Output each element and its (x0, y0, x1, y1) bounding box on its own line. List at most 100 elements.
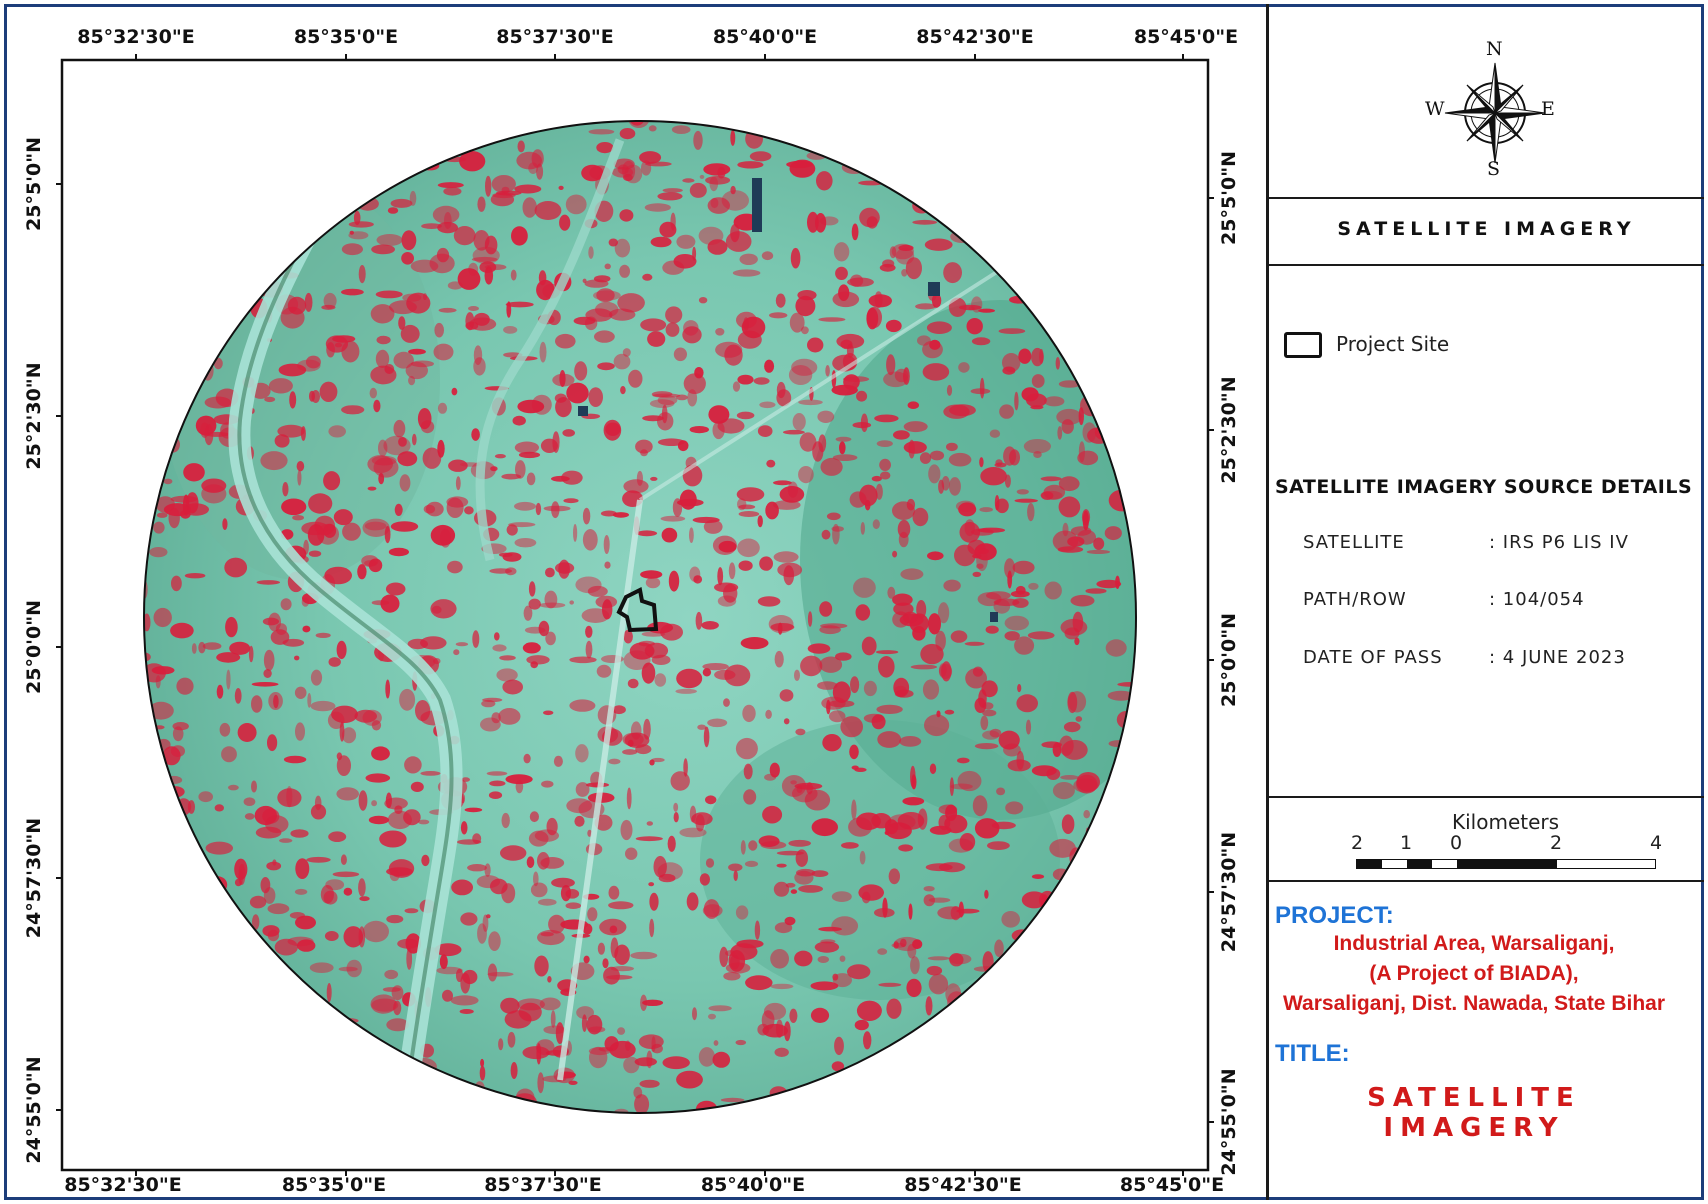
vegetation-patch (581, 1014, 588, 1032)
vegetation-patch (938, 804, 958, 815)
vegetation-patch (728, 562, 736, 580)
vegetation-patch (386, 1018, 410, 1032)
vegetation-patch (985, 625, 999, 634)
vegetation-patch (533, 871, 539, 887)
vegetation-patch (620, 819, 633, 841)
vegetation-patch (708, 405, 730, 424)
vegetation-patch (484, 266, 494, 285)
vegetation-patch (957, 770, 982, 792)
vegetation-patch (1104, 526, 1122, 541)
vegetation-patch (1031, 347, 1044, 367)
vegetation-patch (703, 519, 723, 534)
vegetation-patch (866, 306, 882, 329)
top-tick-label: 85°37'30"E (496, 26, 614, 48)
vegetation-patches (144, 121, 1136, 1113)
vegetation-patch (703, 163, 731, 176)
vegetation-patch (292, 515, 304, 521)
vegetation-patch (851, 799, 857, 820)
vegetation-patch (692, 246, 697, 261)
vegetation-patch (820, 457, 843, 476)
vegetation-patch (397, 451, 418, 467)
vegetation-patch (459, 1009, 474, 1014)
vegetation-patch (468, 306, 479, 311)
vegetation-patch (406, 947, 413, 970)
vegetation-patch (819, 216, 839, 226)
vegetation-patch (738, 560, 753, 571)
scale-tick-label: 0 (1449, 832, 1463, 854)
bottom-tick-label: 85°45'0"E (1119, 1174, 1225, 1196)
vegetation-patch (545, 631, 556, 646)
panel-divider (1266, 4, 1269, 1200)
vegetation-patch (256, 580, 280, 585)
vegetation-patch (987, 841, 1010, 850)
vegetation-patch (735, 905, 749, 920)
vegetation-patch (757, 425, 773, 437)
vegetation-patch (968, 306, 975, 311)
vegetation-patch (927, 956, 950, 961)
vegetation-patch (737, 161, 764, 169)
vegetation-patch (266, 861, 282, 871)
vegetation-patch (398, 316, 406, 330)
vegetation-patch (614, 238, 631, 258)
vegetation-patch (364, 560, 377, 567)
vegetation-patch (501, 186, 510, 194)
vegetation-patch (575, 576, 602, 594)
vegetation-patch (289, 391, 297, 409)
vegetation-patch (907, 943, 917, 959)
vegetation-patch (455, 642, 469, 647)
vegetation-patch (742, 704, 756, 723)
vegetation-patch (375, 349, 390, 368)
vegetation-patch (856, 812, 881, 831)
vegetation-patch (1014, 498, 1038, 503)
vegetation-patch (859, 850, 866, 865)
vegetation-patch (770, 949, 789, 969)
vegetation-patch (625, 847, 638, 860)
vegetation-patch (980, 715, 989, 731)
vegetation-patch (919, 452, 932, 464)
vegetation-patch (929, 763, 937, 775)
vegetation-patch (821, 529, 831, 540)
vegetation-patch (689, 527, 694, 543)
top-tick-label: 85°32'30"E (77, 26, 195, 48)
vegetation-patch (649, 892, 659, 911)
vegetation-patch (769, 312, 788, 319)
vegetation-patch (597, 362, 615, 371)
vegetation-patch (155, 675, 161, 689)
vegetation-patch (314, 515, 336, 536)
vegetation-patch (667, 835, 676, 852)
vegetation-patch (289, 912, 305, 919)
vegetation-patch (1031, 874, 1045, 879)
vegetation-patch (294, 888, 308, 895)
vegetation-patch (1067, 691, 1087, 713)
vegetation-patch (149, 547, 168, 558)
vegetation-patch (1027, 502, 1035, 522)
vegetation-patch (650, 476, 658, 481)
vegetation-patch (846, 343, 854, 358)
vegetation-patch (1016, 694, 1038, 713)
vegetation-patch (595, 595, 618, 609)
panel-separator (1269, 880, 1704, 882)
vegetation-patch (349, 230, 354, 235)
vegetation-patch (641, 631, 666, 637)
scale-tick-label: 4 (1649, 832, 1663, 854)
vegetation-patch (776, 850, 805, 856)
vegetation-patch (903, 441, 927, 454)
vegetation-patch (1105, 639, 1127, 657)
vegetation-patch (826, 699, 831, 715)
vegetation-patch (367, 486, 377, 491)
vegetation-patch (216, 652, 241, 663)
vegetation-patch (484, 863, 491, 877)
vegetation-patch (677, 440, 689, 452)
vegetation-patch (363, 920, 389, 943)
vegetation-patch (1004, 615, 1029, 631)
vegetation-patch (661, 527, 678, 543)
vegetation-patch (982, 709, 997, 717)
vegetation-patch (625, 1040, 631, 1051)
vegetation-patch (510, 1062, 518, 1079)
vegetation-patch (749, 151, 772, 162)
vegetation-patch (1007, 759, 1031, 772)
vegetation-patch (887, 586, 896, 599)
vegetation-patch (172, 722, 189, 731)
vegetation-patch (976, 563, 984, 569)
vegetation-patch (1061, 419, 1074, 434)
